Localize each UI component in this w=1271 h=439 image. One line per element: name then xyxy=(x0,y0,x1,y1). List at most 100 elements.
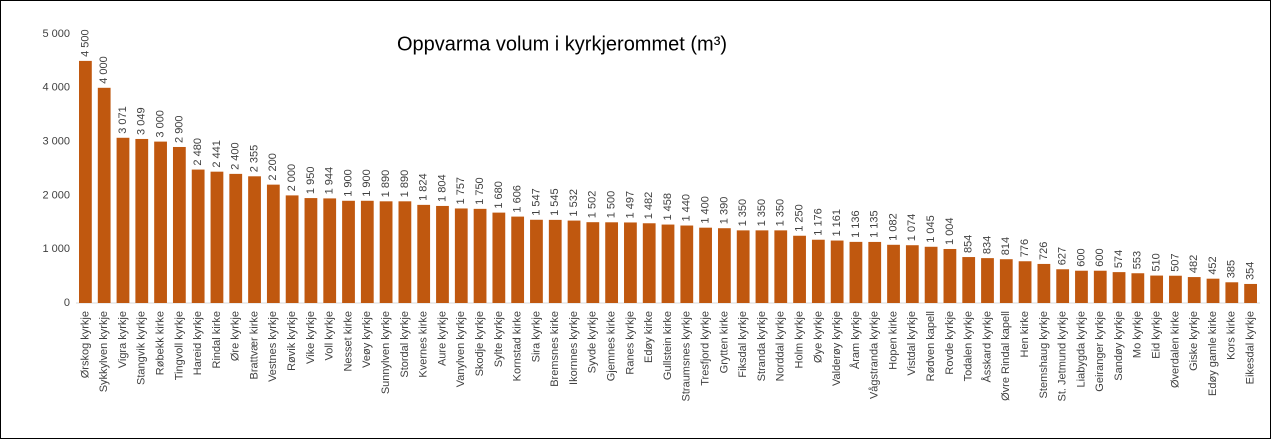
value-label: 385 xyxy=(1226,260,1238,278)
bar xyxy=(905,245,919,303)
value-label: 1 082 xyxy=(887,213,899,241)
value-label: 1 004 xyxy=(944,217,956,245)
x-tick-label: Voll kyrkje xyxy=(324,311,336,361)
bar xyxy=(398,201,412,303)
x-tick-label: Hopen kirke xyxy=(887,311,899,370)
bar xyxy=(849,241,863,303)
bar xyxy=(624,222,637,303)
bar xyxy=(699,227,712,303)
value-label: 510 xyxy=(1151,253,1163,271)
bar xyxy=(304,198,318,303)
bar xyxy=(642,223,656,303)
bar xyxy=(116,137,130,303)
x-tick-label: Liabygda kyrkje xyxy=(1075,311,1087,387)
value-label: 2 355 xyxy=(248,145,260,173)
bar xyxy=(586,222,600,303)
value-label: 1 350 xyxy=(775,199,787,227)
x-tick-label: Syvde kyrkje xyxy=(587,311,599,373)
value-label: 1 890 xyxy=(399,170,411,198)
bar xyxy=(248,176,261,303)
x-tick-label: Straumsnes kyrkje xyxy=(681,311,693,401)
x-tick-label: Edøy gamle kirke xyxy=(1207,311,1219,396)
bar xyxy=(1150,275,1164,303)
value-label: 814 xyxy=(1000,237,1012,255)
x-tick-label: Vike kyrkje xyxy=(305,311,317,364)
x-tick-label: Hareid kyrkje xyxy=(192,311,204,375)
x-tick-label: Giske kyrkje xyxy=(1188,311,1200,371)
value-label: 1 136 xyxy=(850,210,862,238)
x-tick-label: Røvik kyrkje xyxy=(286,311,298,371)
value-label: 1 176 xyxy=(812,208,824,236)
x-tick-label: Aure kyrkje xyxy=(436,311,448,366)
value-label: 1 482 xyxy=(643,192,655,220)
value-label: 1 804 xyxy=(436,174,448,202)
bar xyxy=(1244,283,1257,303)
value-label: 553 xyxy=(1132,251,1144,269)
bar xyxy=(887,244,900,303)
value-label: 1 074 xyxy=(906,214,918,242)
bar xyxy=(943,248,957,303)
x-tick-label: Gullstein kirke xyxy=(662,311,674,380)
x-tick-label: St. Jetmund kyrkje xyxy=(1057,311,1069,401)
value-label: 1 502 xyxy=(587,191,599,219)
value-label: 2 400 xyxy=(230,142,242,170)
value-label: 726 xyxy=(1038,242,1050,260)
y-tick-label: 3 000 xyxy=(42,136,70,148)
value-label: 1 545 xyxy=(549,188,561,216)
bar xyxy=(736,230,750,303)
bar xyxy=(79,60,92,304)
value-label: 1 944 xyxy=(324,167,336,195)
value-label: 3 071 xyxy=(117,106,129,134)
bar xyxy=(379,201,393,303)
value-label: 1 250 xyxy=(793,204,805,232)
value-label: 1 500 xyxy=(606,191,618,219)
value-label: 452 xyxy=(1207,256,1219,274)
x-tick-label: Stemshaug kyrkje xyxy=(1038,311,1050,398)
value-label: 1 950 xyxy=(305,167,317,195)
bar xyxy=(210,171,224,303)
x-tick-label: Brattvær kirke xyxy=(248,311,260,379)
x-tick-label: Gjemnes kirke xyxy=(606,311,618,381)
x-tick-label: Sykkylven kyrkje xyxy=(98,311,110,392)
bar xyxy=(1037,263,1051,303)
bar xyxy=(135,138,149,303)
x-tick-label: Kornstad kirke xyxy=(512,311,524,381)
bar xyxy=(266,184,280,303)
x-tick-label: Fiksdal kyrkje xyxy=(737,311,749,378)
bar xyxy=(548,219,562,303)
bar xyxy=(755,230,769,303)
bar xyxy=(811,239,825,303)
x-tick-label: Rindal kirke xyxy=(211,311,223,368)
value-label: 1 390 xyxy=(718,197,730,225)
bar xyxy=(1169,275,1182,303)
value-label: 1 680 xyxy=(493,181,505,209)
x-tick-label: Nesset kirke xyxy=(342,311,354,372)
value-label: 1 400 xyxy=(699,196,711,224)
x-tick-label: Sylte kyrkje xyxy=(493,311,505,367)
bar xyxy=(1131,273,1145,303)
x-tick-label: Edøy kirke xyxy=(643,311,655,363)
x-tick-label: Veøy kyrkje xyxy=(361,311,373,368)
bar xyxy=(999,259,1013,303)
x-tick-label: Tresfjord kyrkje xyxy=(699,311,711,386)
value-label: 854 xyxy=(963,235,975,253)
value-label: 627 xyxy=(1057,247,1069,265)
bar xyxy=(774,230,788,303)
value-label: 1 606 xyxy=(512,185,524,213)
x-tick-label: Geiranger kyrkje xyxy=(1094,311,1106,392)
bar xyxy=(530,219,543,303)
bar xyxy=(680,225,694,303)
bar xyxy=(717,228,731,303)
bar xyxy=(191,169,205,303)
x-tick-label: Sandøy kyrkje xyxy=(1113,311,1125,381)
value-label: 3 000 xyxy=(154,110,166,138)
value-label: 1 750 xyxy=(474,177,486,205)
value-label: 4 000 xyxy=(98,56,110,84)
x-tick-label: Valderøy kyrkje xyxy=(831,311,843,386)
x-tick-label: Vigra kyrkje xyxy=(117,311,129,368)
value-label: 1 350 xyxy=(756,199,768,227)
x-tick-label: Stordal kyrkje xyxy=(399,311,411,378)
bar xyxy=(793,235,806,303)
value-label: 2 480 xyxy=(192,138,204,166)
x-tick-label: Åram kyrkje xyxy=(849,311,862,369)
